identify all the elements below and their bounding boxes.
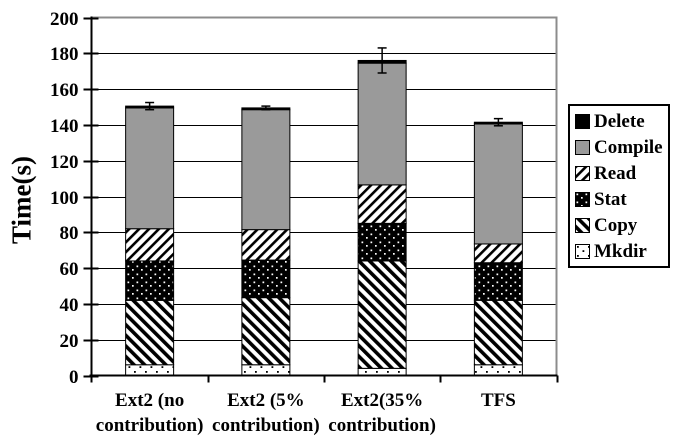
bar-segment-read bbox=[473, 243, 523, 264]
x-category-label-ext2-35: Ext2(35% contribution) bbox=[328, 390, 436, 436]
axes bbox=[83, 16, 559, 383]
legend-item-copy: Copy bbox=[575, 216, 668, 235]
bar-segment-mkdir bbox=[473, 364, 523, 377]
bar-segment-copy bbox=[357, 260, 407, 369]
y-tick-label: 160 bbox=[50, 80, 79, 101]
legend-box: Delete Compile Read Stat Copy Mkdir bbox=[568, 104, 670, 268]
y-tick-label: 180 bbox=[50, 44, 79, 65]
read-swatch bbox=[575, 165, 590, 181]
compile-swatch bbox=[575, 139, 590, 155]
y-tick-label: 80 bbox=[60, 223, 79, 244]
bar-segment-stat bbox=[125, 260, 175, 301]
bar-segment-read bbox=[241, 229, 291, 261]
legend-swatch-graphic bbox=[575, 139, 590, 155]
x-category-label-tfs: TFS bbox=[480, 390, 516, 411]
y-tick-label: 20 bbox=[60, 331, 79, 352]
bars bbox=[125, 59, 523, 377]
mkdir-swatch bbox=[575, 243, 590, 259]
y-tick-labels: 0 20 40 60 80 100 120 140 160 180 200 bbox=[50, 9, 79, 388]
bar-segment-compile bbox=[357, 62, 407, 186]
copy-swatch bbox=[575, 217, 590, 233]
legend-item-stat: Stat bbox=[575, 190, 668, 209]
bar-segment-read bbox=[125, 228, 175, 262]
bar-segment-copy bbox=[241, 297, 291, 366]
legend-swatch-graphic bbox=[575, 243, 590, 259]
delete-swatch bbox=[575, 113, 590, 129]
error-bars bbox=[145, 47, 503, 127]
bar-segment-mkdir bbox=[125, 364, 175, 377]
y-tick-label: 0 bbox=[69, 367, 79, 388]
legend-swatch-graphic bbox=[575, 165, 590, 181]
bar-segment-read bbox=[357, 184, 407, 224]
legend-item-compile: Compile bbox=[575, 138, 668, 157]
plot-border bbox=[91, 16, 558, 376]
bar-segment-stat bbox=[241, 259, 291, 299]
bar-segment-compile bbox=[241, 109, 291, 231]
legend-swatch-graphic bbox=[575, 113, 590, 129]
legend-label: Read bbox=[594, 162, 637, 184]
bar-segment-compile bbox=[473, 123, 523, 245]
y-tick-label: 40 bbox=[60, 295, 79, 316]
legend-label: Mkdir bbox=[594, 240, 647, 262]
legend-label: Compile bbox=[594, 136, 663, 158]
legend-swatch-graphic bbox=[575, 217, 590, 233]
x-category-label-ext2-5: Ext2 (5% contribution) bbox=[212, 390, 320, 436]
y-tick-label: 140 bbox=[50, 116, 79, 137]
legend-item-delete: Delete bbox=[575, 112, 668, 131]
x-category-label-ext2-no: Ext2 (no contribution) bbox=[95, 390, 204, 436]
y-tick-label: 60 bbox=[60, 259, 79, 280]
bar-segment-stat bbox=[357, 222, 407, 262]
y-tick-label: 100 bbox=[50, 188, 79, 209]
bar-segment-mkdir bbox=[357, 367, 407, 376]
plot-border-line bbox=[91, 16, 558, 376]
bar-segment-stat bbox=[473, 262, 523, 301]
legend-item-read: Read bbox=[575, 164, 668, 183]
bar-segment-copy bbox=[473, 299, 523, 366]
stat-swatch bbox=[575, 191, 590, 207]
legend-item-mkdir: Mkdir bbox=[575, 242, 668, 261]
legend-swatch-graphic bbox=[575, 191, 590, 207]
legend-label: Copy bbox=[594, 214, 638, 236]
bar-segment-mkdir bbox=[241, 364, 291, 377]
y-tick-label: 120 bbox=[50, 152, 79, 173]
bar-segment-copy bbox=[125, 299, 175, 366]
y-tick-label: 200 bbox=[50, 9, 79, 30]
legend-label: Delete bbox=[594, 110, 645, 132]
bar-segment-compile bbox=[125, 107, 175, 230]
legend-label: Stat bbox=[594, 188, 627, 210]
y-axis-title: Time(s) bbox=[6, 156, 37, 244]
